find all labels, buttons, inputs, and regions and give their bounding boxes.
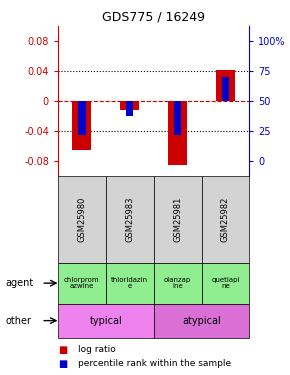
Text: GSM25981: GSM25981 (173, 196, 182, 242)
Bar (222, 77, 229, 101)
Bar (78, 101, 86, 135)
Bar (154, 176, 202, 262)
Text: atypical: atypical (182, 316, 221, 326)
Text: GSM25983: GSM25983 (125, 196, 134, 242)
Text: GSM25982: GSM25982 (221, 196, 230, 242)
Bar (168, 101, 187, 165)
Text: chlorprom
azwine: chlorprom azwine (64, 277, 100, 290)
Text: GSM25980: GSM25980 (77, 196, 86, 242)
Text: thioridazin
e: thioridazin e (111, 277, 148, 290)
Title: GDS775 / 16249: GDS775 / 16249 (102, 11, 205, 24)
Text: agent: agent (6, 278, 34, 288)
Text: other: other (6, 316, 32, 326)
Text: log ratio: log ratio (78, 345, 116, 354)
Text: ■: ■ (58, 359, 67, 369)
Bar (58, 176, 106, 262)
Text: typical: typical (90, 316, 122, 326)
Bar (216, 70, 235, 101)
Text: quetiapi
ne: quetiapi ne (211, 277, 240, 290)
Text: percentile rank within the sample: percentile rank within the sample (78, 359, 231, 368)
Text: olanzap
ine: olanzap ine (164, 277, 191, 290)
Bar (174, 101, 181, 135)
Bar (58, 304, 154, 338)
Text: ■: ■ (58, 345, 67, 354)
Bar (106, 262, 154, 304)
Bar (106, 176, 154, 262)
Bar (58, 262, 106, 304)
Bar (202, 176, 249, 262)
Bar (154, 262, 202, 304)
Bar (202, 262, 249, 304)
Bar (120, 101, 139, 110)
Bar (126, 101, 133, 115)
Bar (72, 101, 92, 150)
Bar (154, 304, 249, 338)
